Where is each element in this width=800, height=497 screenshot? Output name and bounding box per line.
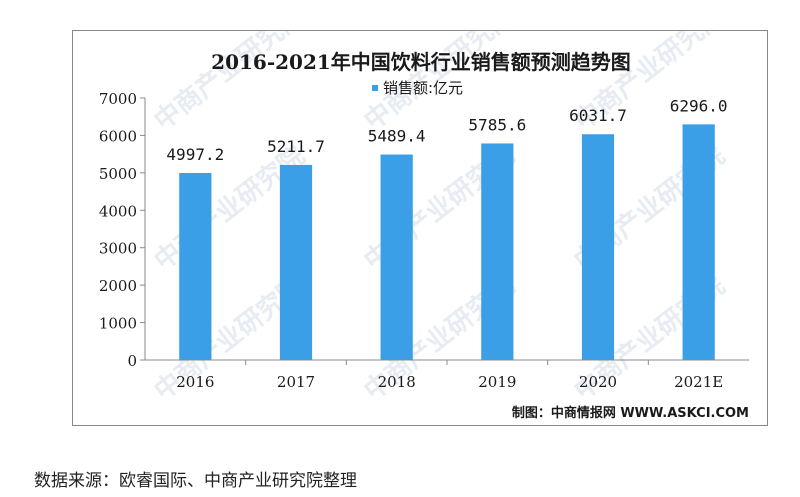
x-tick-label: 2018 [378, 373, 416, 391]
y-axis: 0 1000 2000 3000 4000 5000 6000 7000 [99, 90, 146, 370]
chart-frame: 中商产业研究院 中商产业研究院 中商产业研究院 中商产业研究院 中商产业研究院 中商产业研… [72, 30, 768, 426]
data-label: 6296.0 [670, 96, 728, 115]
x-tick-label: 2019 [478, 373, 516, 391]
x-tick-label: 2016 [176, 373, 214, 391]
y-tick-label: 3000 [99, 240, 137, 258]
x-tick-label: 2021E [674, 373, 723, 391]
chart-title: 2016-2021年中国饮料行业销售额预测趋势图 [211, 50, 631, 74]
x-axis: 2016 2017 2018 2019 2020 2021E [145, 359, 749, 391]
y-tick-label: 0 [127, 352, 137, 370]
y-tick-label: 1000 [99, 315, 137, 333]
bar-2020 [581, 134, 615, 360]
source-note: 数据来源：欧睿国际、中商产业研究院整理 [34, 471, 357, 491]
bar-2019 [481, 143, 514, 360]
bar-2018 [380, 154, 413, 360]
legend-label: 销售额:亿元 [383, 79, 463, 97]
x-tick-label: 2020 [579, 373, 617, 391]
y-tick-label: 7000 [99, 90, 137, 108]
chart-credit: 制图：中商情报网 WWW.ASKCI.COM [512, 405, 749, 421]
x-tick-label: 2017 [277, 373, 315, 391]
data-labels: 4997.2 5211.7 5489.4 5785.6 6031.7 6296.0 [166, 96, 727, 164]
watermark-text: 中商产业研究院 [148, 31, 311, 137]
bar-2017 [279, 164, 313, 360]
legend-swatch [372, 85, 378, 91]
bars [179, 124, 715, 360]
data-label: 5489.4 [368, 127, 426, 146]
y-tick-label: 4000 [99, 202, 137, 220]
bar-2021E [682, 124, 715, 360]
y-tick-label: 5000 [99, 165, 137, 183]
bar-2016 [179, 172, 212, 360]
y-tick-label: 6000 [99, 127, 137, 145]
y-tick-label: 2000 [99, 277, 137, 295]
data-label: 4997.2 [166, 145, 224, 164]
data-label: 5211.7 [267, 137, 325, 156]
data-label: 6031.7 [569, 106, 627, 125]
data-label: 5785.6 [468, 115, 526, 134]
